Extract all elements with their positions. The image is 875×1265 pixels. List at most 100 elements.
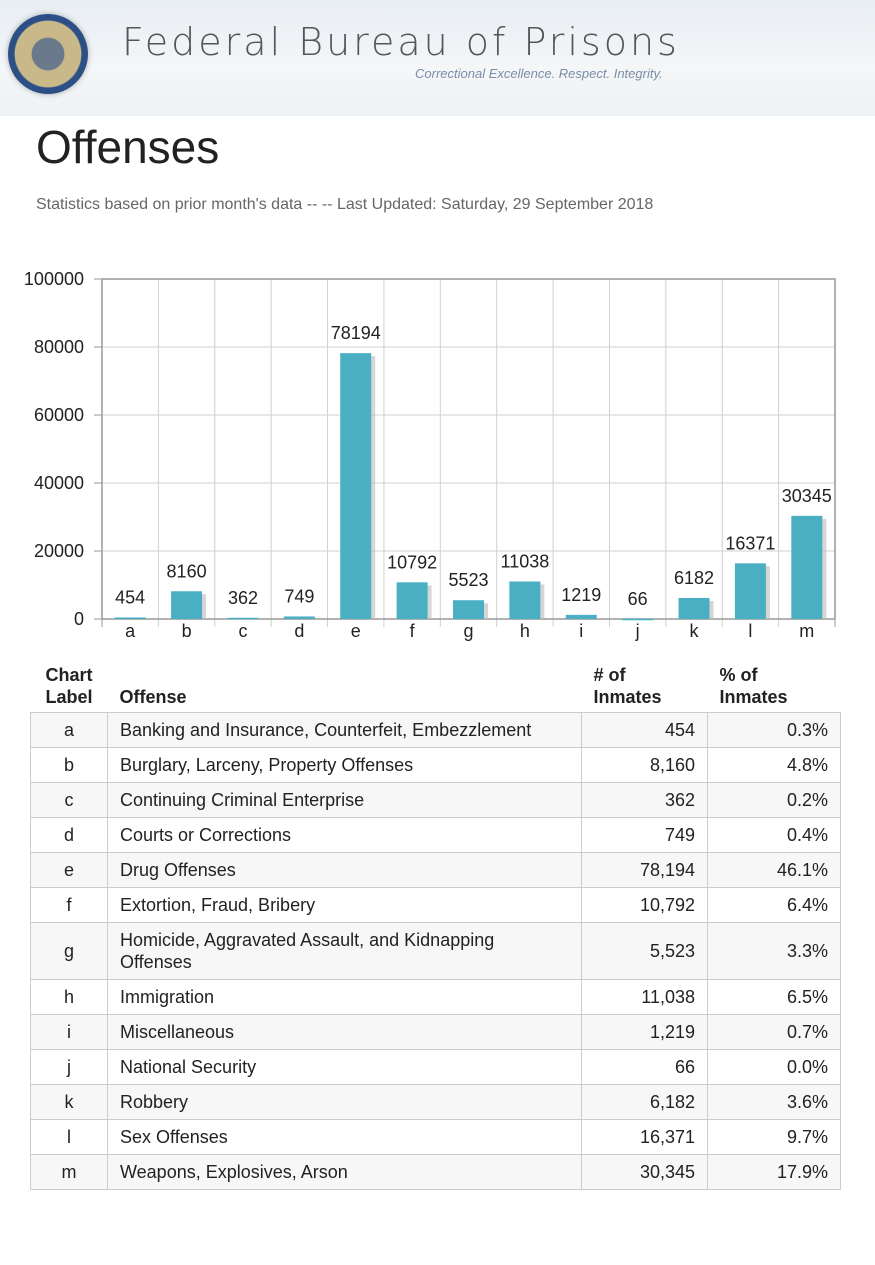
cell-offense: Extortion, Fraud, Bribery — [107, 887, 582, 923]
data-label: 30345 — [782, 486, 832, 506]
table-row: h Immigration 11,038 6.5% — [30, 979, 841, 1015]
header-offense: Offense — [119, 687, 187, 707]
data-label: 5523 — [448, 570, 488, 590]
bar-k — [678, 597, 710, 619]
table-row: l Sex Offenses 16,371 9.7% — [30, 1119, 841, 1155]
x-tick-label: a — [125, 621, 136, 641]
cell-offense: Drug Offenses — [107, 852, 582, 888]
data-label: 11038 — [501, 551, 550, 571]
x-tick-label: g — [463, 621, 473, 641]
x-tick-label: e — [351, 621, 361, 641]
cell-chart-label: k — [30, 1084, 108, 1120]
y-tick-label: 0 — [74, 609, 84, 629]
table-row: g Homicide, Aggravated Assault, and Kidna… — [30, 922, 841, 980]
data-label: 454 — [115, 587, 145, 607]
header-inmates: # of Inmates — [593, 665, 662, 707]
cell-offense: Banking and Insurance, Counterfeit, Embe… — [107, 712, 582, 748]
cell-inmates: 66 — [581, 1049, 708, 1085]
data-label: 78194 — [331, 323, 381, 343]
bar-g — [453, 600, 484, 619]
x-tick-label: i — [579, 621, 583, 641]
data-label: 66 — [628, 589, 648, 609]
cell-inmates: 78,194 — [581, 852, 708, 888]
bar-b — [171, 591, 203, 619]
cell-inmates: 30,345 — [581, 1154, 708, 1190]
cell-offense: National Security — [107, 1049, 582, 1085]
cell-inmates: 8,160 — [581, 747, 708, 783]
x-tick-label: j — [635, 621, 640, 641]
bar-d — [283, 616, 315, 619]
cell-offense: Continuing Criminal Enterprise — [107, 782, 582, 818]
header-percent: % of Inmates — [719, 665, 788, 707]
bar-j — [622, 618, 654, 621]
table-row: m Weapons, Explosives, Arson 30,345 17.9% — [30, 1154, 841, 1190]
cell-percent: 46.1% — [707, 852, 841, 888]
cell-offense: Burglary, Larceny, Property Offenses — [107, 747, 582, 783]
bar-h — [509, 581, 541, 619]
cell-inmates: 454 — [581, 712, 708, 748]
data-label: 8160 — [167, 561, 207, 581]
cell-chart-label: j — [30, 1049, 108, 1085]
table-header-row: Chart Label Offense # of Inmates % of In… — [31, 660, 841, 713]
cell-inmates: 5,523 — [581, 922, 708, 980]
x-tick-label: m — [799, 621, 814, 641]
x-tick-label: h — [520, 621, 530, 641]
cell-inmates: 749 — [581, 817, 708, 853]
bar-f — [396, 582, 428, 619]
header-chart-label: Chart Label — [45, 665, 93, 707]
y-tick-label: 100000 — [24, 269, 84, 289]
cell-chart-label: d — [30, 817, 108, 853]
site-title[interactable]: Federal Bureau of Prisons — [122, 20, 680, 64]
table-row: b Burglary, Larceny, Property Offenses 8,1… — [30, 747, 841, 783]
x-tick-label: k — [690, 621, 700, 641]
data-label: 6182 — [674, 568, 714, 588]
x-tick-label: f — [410, 621, 416, 641]
cell-chart-label: c — [30, 782, 108, 818]
x-tick-label: b — [182, 621, 192, 641]
x-tick-label: c — [238, 621, 247, 641]
offenses-bar-chart: 0 20000 40000 60000 80000 100000 454 a 8160 b 362 c… — [24, 269, 836, 641]
bar-l — [734, 563, 766, 619]
cell-chart-label: m — [30, 1154, 108, 1190]
cell-inmates: 1,219 — [581, 1014, 708, 1050]
table-row: e Drug Offenses 78,194 46.1% — [30, 852, 841, 888]
bar-a — [114, 617, 146, 619]
offenses-table: Chart Label Offense # of Inmates % of In… — [30, 660, 841, 1190]
bar-i — [565, 614, 597, 619]
cell-chart-label: f — [30, 887, 108, 923]
cell-chart-label: e — [30, 852, 108, 888]
cell-percent: 0.0% — [707, 1049, 841, 1085]
page-title: Offenses — [36, 121, 220, 173]
y-tick-label: 40000 — [34, 473, 84, 493]
cell-inmates: 10,792 — [581, 887, 708, 923]
y-tick-label: 60000 — [34, 405, 84, 425]
x-tick-label: l — [748, 621, 752, 641]
cell-percent: 6.4% — [707, 887, 841, 923]
cell-offense: Sex Offenses — [107, 1119, 582, 1155]
table-row: d Courts or Corrections 749 0.4% — [30, 817, 841, 853]
site-banner: Federal Bureau of Prisons Correctional E… — [0, 0, 875, 116]
cell-offense: Courts or Corrections — [107, 817, 582, 853]
cell-percent: 6.5% — [707, 979, 841, 1015]
cell-inmates: 16,371 — [581, 1119, 708, 1155]
cell-percent: 0.7% — [707, 1014, 841, 1050]
table-row: k Robbery 6,182 3.6% — [30, 1084, 841, 1120]
cell-chart-label: i — [30, 1014, 108, 1050]
doj-seal-logo — [8, 14, 88, 94]
table-row: a Banking and Insurance, Counterfeit, Emb… — [30, 712, 841, 748]
cell-chart-label: a — [30, 712, 108, 748]
data-label: 16371 — [725, 533, 775, 553]
table-row: i Miscellaneous 1,219 0.7% — [30, 1014, 841, 1050]
table-row: f Extortion, Fraud, Bribery 10,792 6.4% — [30, 887, 841, 923]
cell-chart-label: g — [30, 922, 108, 980]
data-label: 10792 — [387, 552, 437, 572]
y-tick-label: 20000 — [34, 541, 84, 561]
cell-inmates: 11,038 — [581, 979, 708, 1015]
data-label: 749 — [284, 586, 314, 606]
cell-chart-label: b — [30, 747, 108, 783]
cell-offense: Weapons, Explosives, Arson — [107, 1154, 582, 1190]
cell-percent: 0.4% — [707, 817, 841, 853]
table-row: c Continuing Criminal Enterprise 362 0.2% — [30, 782, 841, 818]
bar-e — [340, 353, 372, 619]
bar-m — [791, 515, 823, 619]
